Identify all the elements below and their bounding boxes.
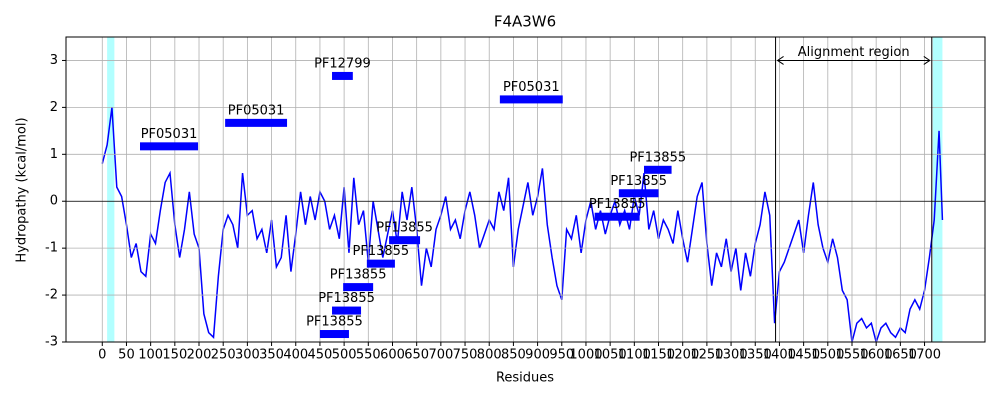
y-axis-label: Hydropathy (kcal/mol) bbox=[15, 117, 30, 262]
x-tick-label: 1300 bbox=[715, 348, 748, 363]
domain-bar bbox=[332, 71, 353, 80]
domain-bar bbox=[366, 259, 395, 268]
arrow-head bbox=[923, 56, 931, 65]
x-tick-label: 350 bbox=[259, 348, 284, 363]
domain-label: PF13855 bbox=[353, 244, 410, 259]
x-tick-label: 900 bbox=[525, 348, 550, 363]
domain-label: PF13855 bbox=[589, 197, 646, 212]
domain-label: PF05031 bbox=[141, 127, 198, 142]
chart-title: F4A3W6 bbox=[494, 13, 556, 31]
y-tick-label: 1 bbox=[50, 147, 58, 162]
domain-label: PF13855 bbox=[629, 150, 686, 165]
x-tick-label: 400 bbox=[283, 348, 308, 363]
hydropathy-line bbox=[101, 107, 944, 342]
domain-label: PF13855 bbox=[610, 174, 667, 189]
y-tick-label: -1 bbox=[45, 241, 58, 256]
domain-label: PF05031 bbox=[503, 80, 560, 95]
highlight-span bbox=[932, 37, 943, 342]
x-axis-label: Residues bbox=[496, 371, 554, 386]
x-tick-label: 750 bbox=[453, 348, 478, 363]
x-tick-label: 1600 bbox=[860, 348, 893, 363]
domain-bar bbox=[140, 142, 199, 151]
x-tick-label: 500 bbox=[332, 348, 357, 363]
x-tick-label: 950 bbox=[549, 348, 574, 363]
x-tick-label: 1650 bbox=[884, 348, 917, 363]
domain-label: PF12799 bbox=[314, 56, 371, 71]
domain-label: PF05031 bbox=[228, 103, 285, 118]
plot-frame bbox=[65, 36, 986, 343]
x-tick-label: 1100 bbox=[618, 348, 651, 363]
x-tick-label: 1250 bbox=[690, 348, 723, 363]
x-tick-label: 550 bbox=[356, 348, 381, 363]
y-tick-label: -3 bbox=[45, 335, 58, 350]
x-tick-label: 1050 bbox=[594, 348, 627, 363]
domain-label: PF13855 bbox=[376, 221, 433, 236]
x-tick-label: 50 bbox=[118, 348, 135, 363]
domain-bar bbox=[389, 236, 421, 245]
domain-label: PF13855 bbox=[318, 291, 375, 306]
domain-bar bbox=[332, 306, 362, 315]
x-tick-label: 700 bbox=[428, 348, 453, 363]
x-tick-label: 800 bbox=[477, 348, 502, 363]
x-tick-label: 0 bbox=[98, 348, 106, 363]
x-tick-label: 1000 bbox=[569, 348, 602, 363]
x-tick-label: 1700 bbox=[908, 348, 941, 363]
domain-label: PF13855 bbox=[306, 315, 363, 330]
domain-bar bbox=[225, 118, 288, 127]
domain-bar bbox=[594, 212, 640, 221]
alignment-label: Alignment region bbox=[798, 45, 910, 60]
domain-bar bbox=[319, 330, 349, 339]
x-tick-label: 1450 bbox=[787, 348, 820, 363]
domain-label: PF13855 bbox=[330, 268, 387, 283]
arrow-head bbox=[776, 56, 784, 65]
domain-bar bbox=[499, 95, 563, 104]
x-tick-label: 1550 bbox=[835, 348, 868, 363]
highlight-span bbox=[107, 37, 115, 342]
domain-bar bbox=[644, 165, 672, 174]
x-tick-label: 300 bbox=[235, 348, 260, 363]
x-tick-label: 1150 bbox=[642, 348, 675, 363]
x-tick-label: 600 bbox=[380, 348, 405, 363]
x-tick-label: 100 bbox=[138, 348, 163, 363]
x-tick-label: 200 bbox=[187, 348, 212, 363]
x-tick-label: 1400 bbox=[763, 348, 796, 363]
y-tick-label: 3 bbox=[50, 53, 58, 68]
x-tick-label: 850 bbox=[501, 348, 526, 363]
x-tick-label: 250 bbox=[211, 348, 236, 363]
y-tick-label: 2 bbox=[50, 100, 58, 115]
y-tick-label: -2 bbox=[45, 288, 58, 303]
x-tick-label: 1500 bbox=[811, 348, 844, 363]
x-tick-label: 450 bbox=[308, 348, 333, 363]
x-tick-label: 150 bbox=[162, 348, 187, 363]
x-tick-label: 1350 bbox=[739, 348, 772, 363]
domain-bar bbox=[618, 189, 659, 198]
y-tick-label: 0 bbox=[50, 194, 58, 209]
x-tick-label: 650 bbox=[404, 348, 429, 363]
domain-bar bbox=[343, 283, 374, 292]
x-tick-label: 1200 bbox=[666, 348, 699, 363]
